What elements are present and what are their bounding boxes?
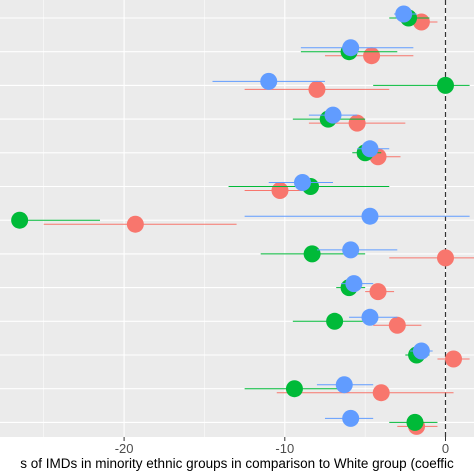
series-3 xyxy=(212,5,470,427)
data-point xyxy=(363,47,381,65)
data-point xyxy=(369,283,387,301)
data-point xyxy=(342,409,360,427)
x-tick-label: -20 xyxy=(115,441,134,456)
data-point xyxy=(388,316,406,334)
data-point xyxy=(303,245,321,263)
plot-panel xyxy=(0,0,474,437)
data-point xyxy=(126,215,144,233)
data-point xyxy=(326,312,344,330)
x-tick-label: -10 xyxy=(275,441,294,456)
data-point xyxy=(324,106,342,124)
data-point xyxy=(348,114,366,132)
data-point xyxy=(412,342,430,360)
data-point xyxy=(372,384,390,402)
x-axis-title: s of IMDs in minority ethnic groups in c… xyxy=(20,456,454,471)
data-point xyxy=(437,249,454,267)
data-point xyxy=(11,211,29,229)
x-axis-ticks: -20 -10 0 xyxy=(115,437,449,456)
data-point xyxy=(308,80,326,98)
data-point xyxy=(335,376,353,394)
data-point xyxy=(271,182,289,199)
data-point xyxy=(395,5,413,23)
data-point xyxy=(361,140,379,158)
series-1 xyxy=(43,13,474,435)
series-layer xyxy=(11,5,474,435)
data-point xyxy=(361,207,379,225)
data-point xyxy=(285,380,303,398)
data-point xyxy=(437,76,454,94)
data-point xyxy=(445,350,463,368)
data-point xyxy=(260,72,278,90)
data-point xyxy=(361,308,379,326)
data-point xyxy=(345,275,363,293)
x-tick-label: 0 xyxy=(442,441,449,456)
data-point xyxy=(293,174,311,191)
data-point xyxy=(342,39,360,57)
data-point xyxy=(406,413,424,431)
data-point xyxy=(342,241,360,259)
